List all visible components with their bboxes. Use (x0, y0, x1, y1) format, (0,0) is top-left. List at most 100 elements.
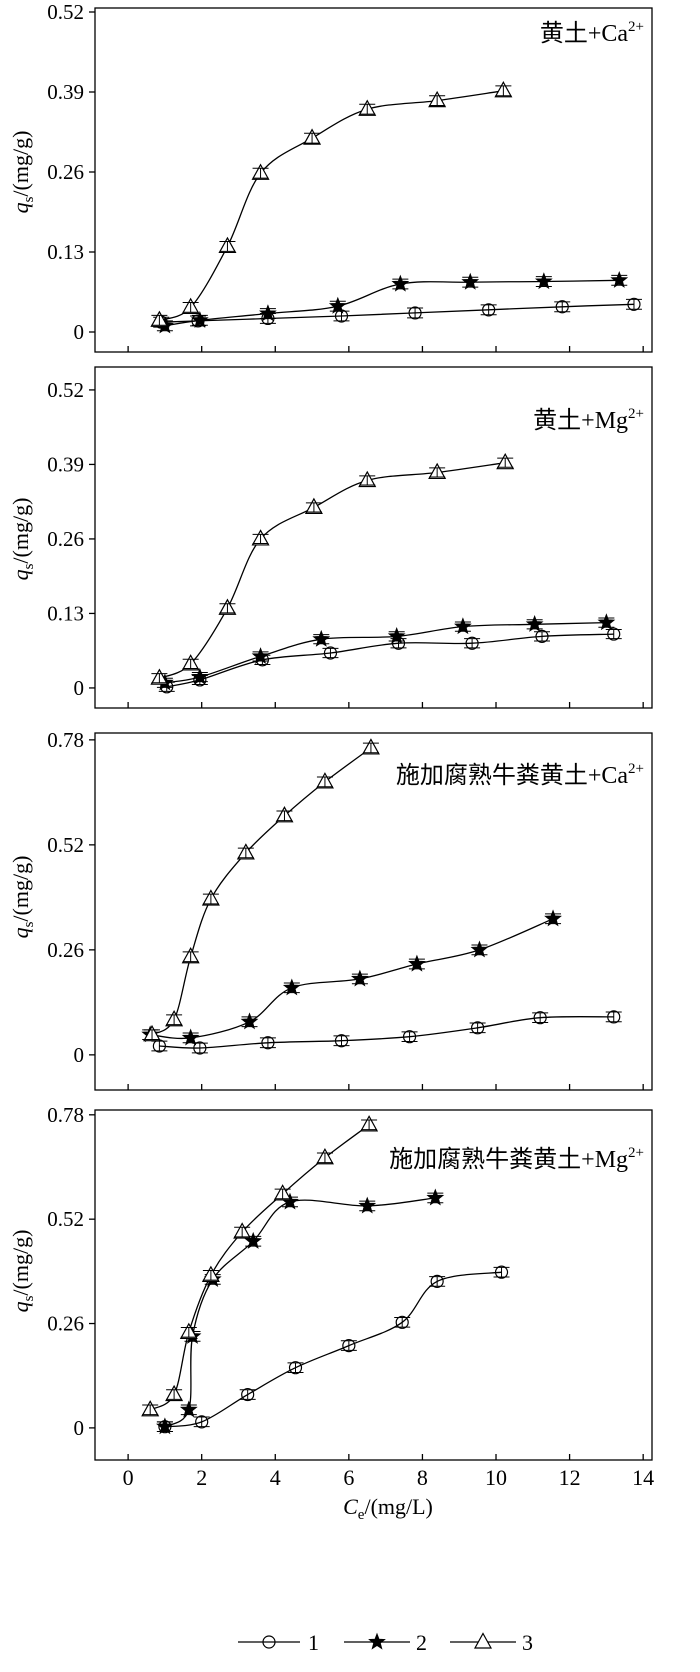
series-1-point (408, 306, 422, 320)
series-1-point (482, 303, 496, 317)
series-2-error-bar (313, 634, 330, 645)
series-3-error-bar (252, 167, 269, 179)
panel-title: 施加腐熟牛粪黄土+Mg2+ (389, 1145, 644, 1173)
y-axis-label-subscript: s (21, 563, 37, 569)
legend-marker (262, 1635, 276, 1649)
y-tick-label: 0 (74, 1416, 85, 1440)
panel-title: 黄土+Ca2+ (540, 19, 644, 47)
series-1-point (494, 1265, 509, 1279)
chart-panel-2: 0 0.13 0.26 0.39 0.52 黄土+Mg2+ qs/(mg/g) (8, 366, 653, 709)
legend: 1 2 3 (238, 1630, 533, 1655)
series-1-point (465, 636, 479, 650)
chart-panel-3: 0 0.26 0.52 0.78 施加腐熟牛粪黄土+Ca2+ qs/(mg/g) (8, 728, 653, 1091)
panel-title: 施加腐熟牛粪黄土+Ca2+ (396, 761, 644, 789)
series-1-error-bar (429, 1276, 446, 1287)
series-1-point (471, 1021, 485, 1035)
panel-title-text: 黄土+Mg (533, 407, 628, 434)
plot-frame (94, 7, 653, 353)
series-1-error-bar (493, 1266, 510, 1278)
series-1-point (193, 1041, 207, 1055)
series-3-error-bar (151, 673, 168, 684)
panel-title: 黄土+Mg2+ (533, 406, 644, 434)
series-2-error-bar (259, 308, 276, 319)
series-2-error-bar (454, 621, 471, 632)
y-axis-label-unit: /(mg/g) (8, 498, 33, 564)
series-3-error-bar (182, 951, 199, 963)
series-1-error-bar (401, 1031, 418, 1043)
series-1-curve (166, 633, 614, 688)
y-tick-label: 0.13 (47, 240, 84, 264)
series-3-error-bar (429, 95, 446, 107)
y-tick-label: 0.52 (47, 1207, 84, 1231)
series-3-error-bar (202, 893, 219, 905)
y-tick-label: 0.26 (47, 160, 84, 184)
x-tick-label: 10 (485, 1465, 507, 1490)
series-2-error-bar (359, 1200, 376, 1212)
y-tick-label: 0 (74, 676, 85, 700)
x-axis-label-unit: /(mg/L) (364, 1494, 432, 1519)
y-axis-label-variable: q (8, 1301, 33, 1312)
y-axis-label-unit: /(mg/g) (8, 1230, 33, 1296)
series-1-error-bar (407, 307, 424, 319)
series-3-error-bar (359, 475, 376, 486)
series-1-curve (159, 1016, 614, 1049)
y-tick-label: 0 (74, 320, 85, 344)
x-tick-label: 8 (417, 1465, 428, 1490)
series-2-error-bar (611, 274, 628, 286)
series-3-error-bar (237, 847, 254, 859)
series-1-error-bar (322, 647, 339, 659)
x-axis-label: Ce/(mg/L) (343, 1494, 433, 1523)
y-axis-label: qs/(mg/g) (8, 1230, 37, 1313)
y-axis-label-subscript: s (21, 1295, 37, 1301)
legend-label: 2 (416, 1630, 427, 1655)
series-1-error-bar (340, 1340, 357, 1351)
series-1-error-bar (554, 301, 571, 313)
series-1-point (241, 1387, 255, 1402)
series-1-error-bar (532, 1012, 549, 1024)
series-1-error-bar (605, 628, 622, 640)
legend-label: 3 (522, 1630, 533, 1655)
series-2-error-bar (351, 973, 368, 985)
series-3-error-bar (182, 658, 199, 669)
series-2-error-bar (182, 1032, 199, 1044)
x-tick-label: 4 (270, 1465, 281, 1490)
series-3-error-bar (144, 1029, 161, 1041)
series-1-error-bar (625, 298, 642, 310)
legend-marker (473, 1632, 493, 1649)
series-3-error-bar (182, 301, 199, 313)
series-3-error-bar (252, 533, 269, 545)
y-tick-label: 0.39 (47, 80, 84, 104)
series-1-error-bar (464, 638, 481, 649)
series-2-error-bar (191, 671, 208, 683)
panel-title-superscript: 2+ (628, 1145, 644, 1161)
series-1-point (555, 300, 569, 314)
x-tick-label: 6 (343, 1465, 354, 1490)
series-1-point (627, 297, 641, 311)
series-2-error-bar (392, 278, 409, 290)
y-tick-label: 0.26 (47, 527, 84, 551)
panel-title-text: 黄土+Ca (540, 20, 629, 47)
series-3-error-bar (142, 1404, 159, 1416)
panel-title-text: 施加腐熟牛粪黄土+Mg (389, 1146, 628, 1173)
x-tick-label: 2 (196, 1465, 207, 1490)
series-2-error-bar (408, 958, 425, 970)
series-1-error-bar (259, 1037, 276, 1049)
series-2-error-bar (156, 1421, 173, 1433)
panel-title-superscript: 2+ (628, 406, 644, 422)
series-2-error-bar (598, 617, 615, 628)
series-1-error-bar (469, 1022, 486, 1034)
series-1-error-bar (287, 1362, 304, 1373)
series-2-error-bar (329, 300, 346, 312)
series-1-point (195, 1415, 209, 1429)
series-2-error-bar (462, 276, 479, 288)
series-3-error-bar (219, 603, 236, 614)
plot-frame (94, 1109, 653, 1461)
chart-panels: 00.130.260.390.52黄土+Ca2+qs/(mg/g)00.130.… (8, 0, 654, 1523)
y-tick-label: 0.78 (47, 1103, 84, 1127)
series-3-error-bar (219, 241, 236, 252)
y-tick-label: 0.26 (47, 938, 84, 962)
panel-title-text: 施加腐熟牛粪黄土+Ca (396, 762, 629, 789)
series-1-point (395, 1315, 409, 1329)
series-3-error-bar (497, 457, 514, 468)
